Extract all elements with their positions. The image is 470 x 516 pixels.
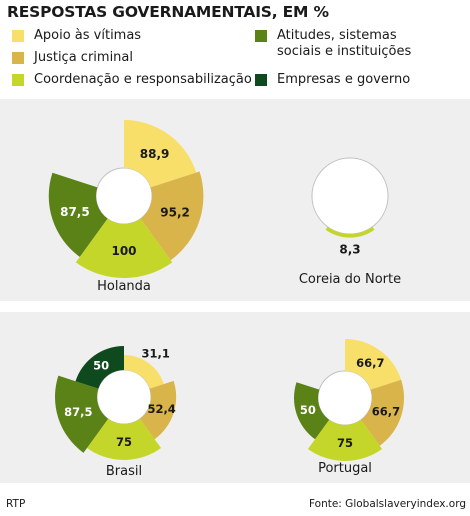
chart-country-label: Portugal — [318, 461, 372, 476]
polar-chart: 8,3 Coreia do Norte — [299, 157, 401, 287]
footer-source: Fonte: Globalslaveryindex.org — [308, 498, 466, 510]
chart-sector — [325, 226, 375, 238]
footer-credit: RTP — [6, 498, 26, 510]
legend-item-atitudes: Atitudes, sistemas sociais e instituiçõe… — [255, 28, 440, 60]
chart-sector — [48, 172, 108, 257]
legend-label: Apoio às vítimas — [34, 28, 142, 43]
value-label: 66,7 — [356, 356, 384, 370]
legend-item-coordenacao: Coordenação e responsabilização — [12, 72, 252, 88]
value-label: 87,5 — [64, 405, 92, 419]
legend-label: Empresas e governo — [277, 72, 411, 87]
value-label: 88,9 — [140, 147, 170, 161]
legend-label: Coordenação e responsabilização — [34, 72, 252, 87]
legend-swatch — [12, 52, 24, 64]
value-label: 50 — [300, 403, 316, 417]
legend-item-apoio: Apoio às vítimas — [12, 28, 141, 44]
polar-chart: 66,7 66,7 75 50 Portugal — [294, 338, 405, 476]
value-label: 100 — [111, 244, 136, 258]
chart-sector — [360, 379, 405, 446]
chart-sector — [139, 380, 177, 440]
chart-sector — [124, 355, 164, 389]
legend-swatch — [255, 74, 267, 86]
center-hole — [318, 371, 372, 425]
value-label: 75 — [337, 436, 353, 450]
legend-swatch — [12, 30, 24, 42]
value-label: 8,3 — [339, 243, 360, 257]
chart-sector — [75, 218, 173, 279]
value-label: 31,1 — [142, 346, 170, 360]
chart-sector — [345, 338, 402, 390]
center-hole — [97, 370, 151, 424]
legend-swatch — [12, 74, 24, 86]
chart-country-label: Brasil — [106, 464, 142, 479]
chart-country-label: Holanda — [97, 279, 151, 294]
chart-sector — [294, 382, 330, 440]
legend-swatch — [255, 30, 267, 42]
value-label: 95,2 — [160, 206, 190, 220]
chart-sector — [124, 119, 197, 188]
baseline-circle — [311, 157, 389, 235]
center-hole — [96, 168, 152, 224]
chart-sector — [55, 375, 109, 453]
value-label: 66,7 — [372, 404, 400, 418]
legend-label: Atitudes, sistemas sociais e instituiçõe… — [277, 28, 412, 59]
polar-chart: 88,9 95,2 100 87,5 Holanda — [48, 119, 204, 294]
value-label: 87,5 — [60, 205, 90, 219]
center-hole — [312, 158, 388, 234]
chart-sector — [86, 418, 162, 461]
legend-label: Justiça criminal — [34, 50, 133, 65]
legend-item-justica: Justiça criminal — [12, 50, 133, 66]
chart-title: RESPOSTAS GOVERNAMENTAIS, EM % — [7, 3, 329, 21]
value-label: 52,4 — [147, 402, 175, 416]
polar-chart: 31,1 52,4 75 87,5 50 Brasil — [55, 346, 177, 479]
legend-item-empresas: Empresas e governo — [255, 72, 410, 88]
chart-sector — [75, 346, 124, 389]
value-label: 75 — [116, 435, 132, 449]
value-label: 50 — [93, 358, 109, 372]
chart-sector — [140, 171, 204, 261]
chart-country-label: Coreia do Norte — [299, 272, 401, 287]
chart-sector — [307, 419, 383, 461]
